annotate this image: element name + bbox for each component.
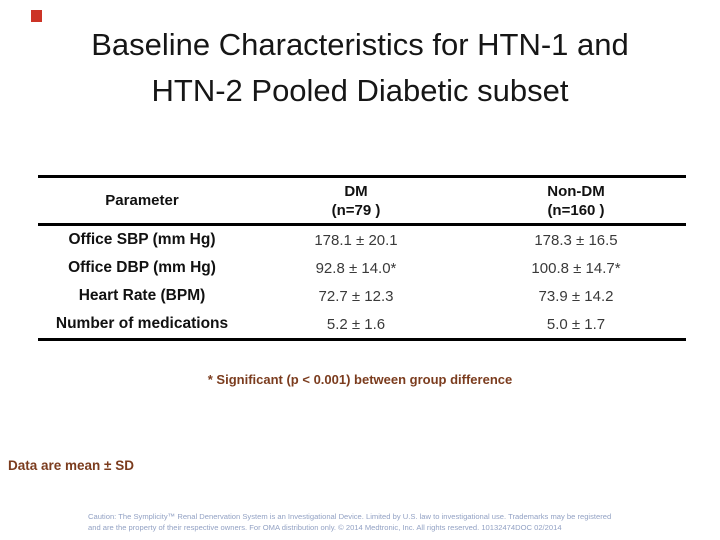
non-dm-value: 100.8 ± 14.7* [531,259,621,277]
dm-value: 92.8 ± 14.0* [315,259,397,277]
table-row: Heart Rate (BPM) 72.7 ± 12.3 73.9 ± 14.2 [38,282,686,310]
baseline-characteristics-table: Parameter DM (n=79 ) Non-DM (n=160 ) Off… [38,175,686,341]
row-label: Office SBP (mm Hg) [68,231,216,248]
dm-value: 72.7 ± 12.3 [318,287,394,305]
non-dm-value: 178.3 ± 16.5 [534,231,618,249]
table-header-row: Parameter DM (n=79 ) Non-DM (n=160 ) [38,175,686,226]
title-line-2: HTN-2 Pooled Diabetic subset [151,73,569,108]
caution-disclaimer: Caution: The Symplicity™ Renal Denervati… [88,512,611,533]
column-header-dm: DM (n=79 ) [246,182,466,220]
red-corner-mark [31,10,42,22]
column-header-dm-n: (n=79 ) [331,201,381,219]
title-line-1: Baseline Characteristics for HTN-1 and [91,27,629,62]
table-row: Office SBP (mm Hg) 178.1 ± 20.1 178.3 ± … [38,226,686,254]
caution-line-1: Caution: The Symplicity™ Renal Denervati… [88,512,612,521]
non-dm-value: 5.0 ± 1.7 [546,315,606,333]
significance-footnote: * Significant (p < 0.001) between group … [207,372,513,387]
caution-line-2: and are the property of their respective… [88,522,562,532]
row-label: Office DBP (mm Hg) [68,259,216,276]
table-body: Office SBP (mm Hg) 178.1 ± 20.1 178.3 ± … [38,226,686,341]
column-header-non-dm-label: Non-DM [547,182,605,200]
dm-value: 5.2 ± 1.6 [326,315,386,333]
row-label: Number of medications [55,315,229,332]
column-header-dm-label: DM [344,182,368,200]
table-row: Office DBP (mm Hg) 92.8 ± 14.0* 100.8 ± … [38,254,686,282]
column-header-non-dm-n: (n=160 ) [547,201,605,219]
column-header-parameter: Parameter [105,192,179,209]
table-row: Number of medications 5.2 ± 1.6 5.0 ± 1.… [38,310,686,338]
row-label: Heart Rate (BPM) [78,287,206,304]
slide-title: Baseline Characteristics for HTN-1 and H… [0,22,720,114]
dm-value: 178.1 ± 20.1 [314,231,398,249]
mean-sd-note: Data are mean ± SD [8,458,134,473]
column-header-non-dm: Non-DM (n=160 ) [466,182,686,220]
non-dm-value: 73.9 ± 14.2 [538,287,614,305]
